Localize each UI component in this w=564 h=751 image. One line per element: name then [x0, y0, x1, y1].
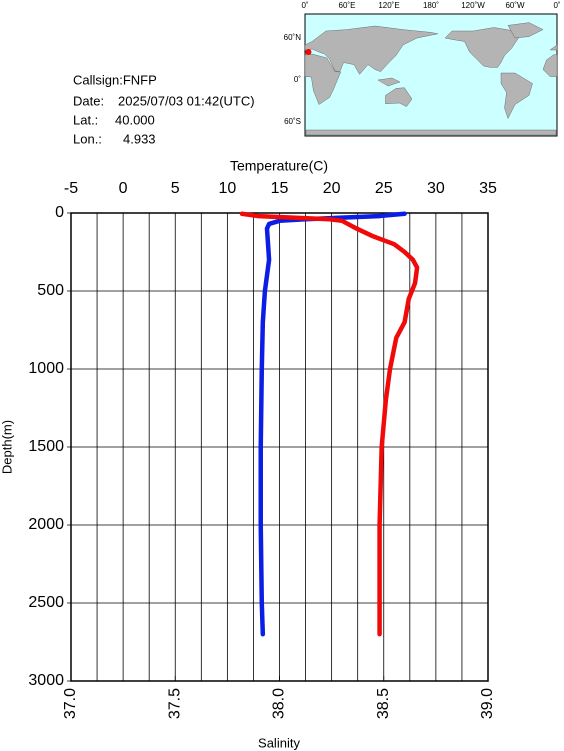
land [507, 22, 544, 39]
date: 2025/07/03 01:42(UTC) [118, 93, 255, 108]
x-tick-label: 15 [271, 180, 289, 197]
lat: 40.000 [115, 112, 155, 127]
profile-line [239, 211, 420, 637]
x2-tick-label: 38.5 [375, 688, 392, 719]
x2-tick-label: 37.5 [166, 688, 183, 719]
land [500, 72, 533, 120]
x-tick-label: -5 [64, 180, 78, 197]
x-tick-label: 5 [171, 180, 180, 197]
land [304, 25, 439, 75]
map-lon-label: 60˚W [505, 1, 525, 10]
station-marker [305, 49, 312, 55]
x2-tick-label: 38.0 [271, 688, 288, 719]
land [305, 129, 557, 136]
x-tick-label: 25 [375, 180, 393, 197]
x-tick-label: 0 [119, 180, 128, 197]
callsign: Callsign:FNFP [73, 72, 157, 87]
x2-tick-label: 37.0 [62, 688, 79, 719]
map-lat-label: 0˚ [294, 75, 301, 84]
map-lon-label: 60˚E [339, 1, 356, 10]
y-tick-label: 2000 [28, 516, 64, 533]
y-tick-label: 500 [37, 282, 64, 299]
x-tick-label: 30 [427, 180, 445, 197]
lon-label: Lon.: [73, 131, 102, 146]
plot-frame [70, 212, 489, 682]
map-lat-label: 60˚N [284, 33, 302, 42]
land [444, 27, 519, 68]
map-lon-label: 120˚W [461, 1, 485, 10]
land [385, 87, 413, 107]
map-lon-label: 0˚ [301, 1, 308, 10]
lon: 4.933 [123, 131, 156, 146]
x-tick-label: 10 [218, 180, 236, 197]
y-tick-label: 0 [55, 204, 64, 221]
y-tick-label: 2500 [28, 594, 64, 611]
x-tick-label: 35 [479, 180, 497, 197]
y-axis-title: Depth(m) [0, 420, 14, 474]
x-axis-title: Temperature(C) [230, 158, 328, 174]
land [377, 77, 401, 87]
x-tick-label: 20 [323, 180, 341, 197]
land [304, 53, 341, 105]
x2-tick-label: 39.0 [479, 688, 496, 719]
map-lon-label: 180˚ [423, 1, 439, 10]
map-lon-label: 120˚E [378, 1, 399, 10]
land [549, 44, 558, 51]
map-lat-label: 60˚S [284, 117, 301, 126]
lat-label: Lat.: [73, 112, 98, 127]
y-tick-label: 3000 [28, 672, 64, 689]
map-lon-label: 0˚ [553, 1, 560, 10]
date-label: Date: [73, 93, 104, 108]
x2-axis-title: Salinity [258, 735, 300, 750]
world-map [304, 13, 558, 137]
y-tick-label: 1000 [28, 360, 64, 377]
y-tick-label: 1500 [28, 438, 64, 455]
land [542, 54, 558, 77]
